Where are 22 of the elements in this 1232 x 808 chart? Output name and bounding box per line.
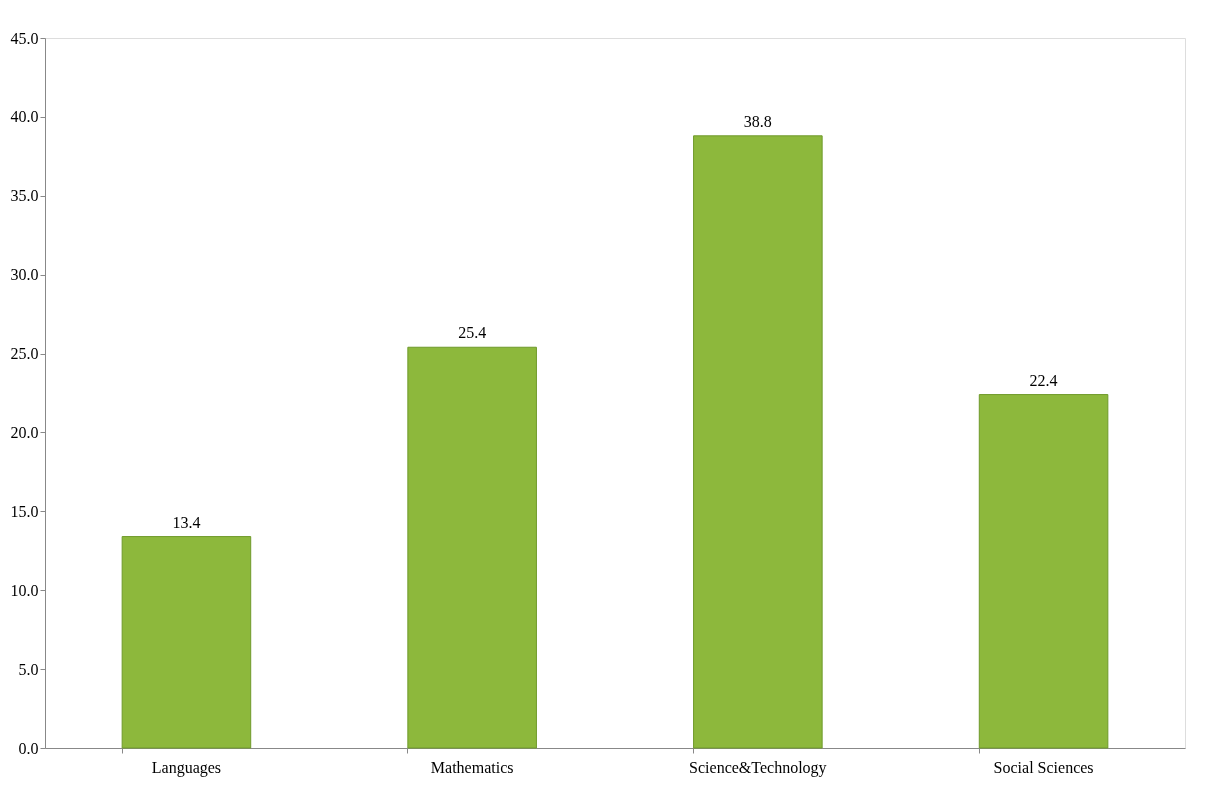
y-tick-label: 30.0 [10, 266, 39, 284]
y-tick-label: 10.0 [10, 581, 39, 599]
x-tick-label: Languages [151, 758, 222, 777]
y-tick-label: 40.0 [10, 108, 39, 126]
bar [121, 536, 252, 749]
y-tick-label: 25.0 [10, 345, 39, 363]
y-tick-label: 5.0 [18, 660, 39, 678]
y-tick-label: 15.0 [10, 502, 39, 520]
x-tick-label: Science&Technology [689, 758, 827, 777]
y-tick-label: 0.0 [18, 739, 39, 757]
x-tick-label: Social Sciences [993, 758, 1094, 776]
y-tick-label: 20.0 [10, 423, 39, 441]
x-tick-label: Mathematics [430, 758, 514, 776]
y-tick-label: 45.0 [10, 29, 39, 47]
bar [978, 394, 1109, 749]
data-label: 38.8 [743, 112, 772, 130]
data-label: 25.4 [458, 324, 487, 342]
data-label: 13.4 [172, 513, 201, 531]
bar [693, 135, 823, 749]
data-label: 22.4 [1029, 371, 1058, 389]
y-tick-label: 35.0 [10, 187, 39, 205]
bar [407, 346, 537, 749]
